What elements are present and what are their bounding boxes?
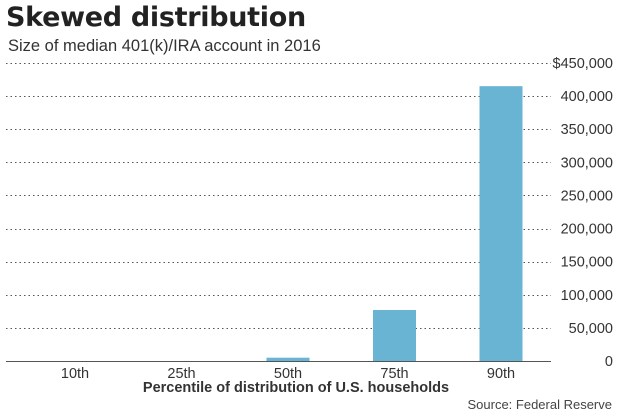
x-tick-label: 90th — [487, 366, 515, 382]
y-tick-label: 250,000 — [561, 188, 613, 204]
chart-title: Skewed distribution — [6, 2, 306, 33]
bar-50th — [266, 357, 310, 361]
y-tick-label: 400,000 — [561, 89, 613, 105]
y-tick-label: 200,000 — [561, 222, 613, 238]
x-tick-label: 50th — [274, 366, 302, 382]
x-tick-label: 10th — [61, 366, 89, 382]
y-tick-label: 0 — [605, 354, 613, 370]
y-tick-label: 350,000 — [561, 122, 613, 138]
y-tick-label: 300,000 — [561, 155, 613, 171]
y-tick-label: 50,000 — [569, 321, 613, 337]
bar-75th — [373, 310, 416, 361]
x-tick-label: 75th — [380, 366, 408, 382]
y-tick-label: 150,000 — [561, 255, 613, 271]
y-tick-label: 100,000 — [561, 288, 613, 304]
source-note: Source: Federal Reserve — [467, 397, 612, 412]
bar-90th — [479, 86, 523, 361]
x-axis-label: Percentile of distribution of U.S. house… — [143, 380, 449, 396]
y-tick-label: $450,000 — [553, 56, 613, 72]
x-tick-label: 25th — [167, 366, 195, 382]
chart-subtitle: Size of median 401(k)/IRA account in 201… — [8, 37, 321, 55]
